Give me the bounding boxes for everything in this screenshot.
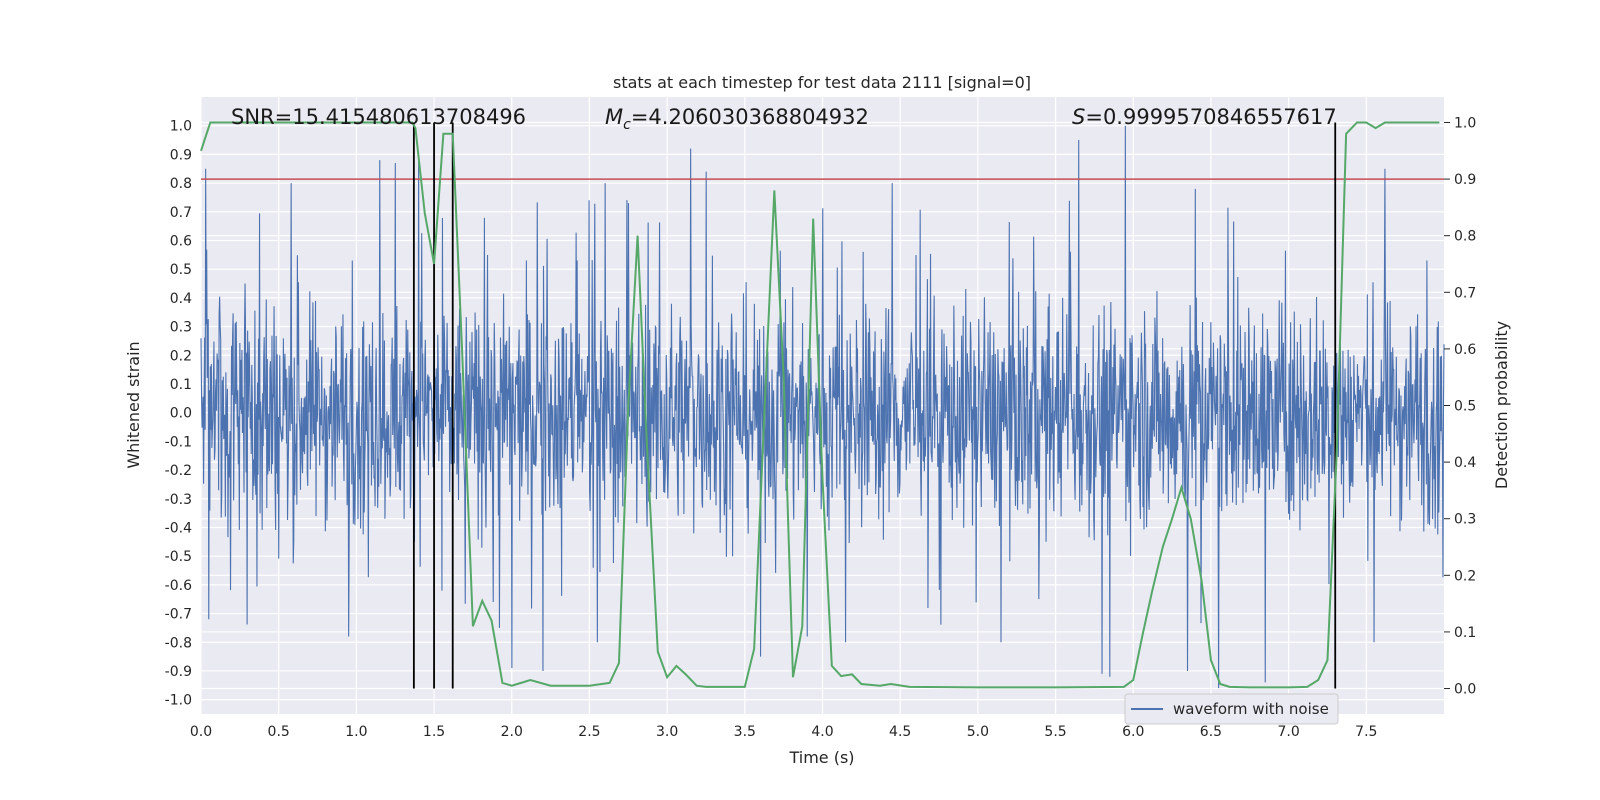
y-tick-label-left: 0.4 (170, 291, 192, 307)
chirp-mass-value: =4.206030368804932 (631, 105, 869, 129)
x-tick-label: 3.0 (656, 724, 678, 740)
x-tick-label: 6.0 (1122, 724, 1144, 740)
waveform-series (200, 125, 1445, 689)
y-tick-label-left: 0.1 (170, 377, 192, 393)
x-tick-label: 0.0 (190, 724, 212, 740)
x-tick-label: 5.5 (1044, 724, 1066, 740)
x-axis-label: Time (s) (788, 748, 854, 767)
y-tick-label-left: 0.7 (170, 205, 192, 221)
x-tick-label: 7.5 (1355, 724, 1377, 740)
chirp-mass-symbol: M (605, 105, 623, 129)
y-tick-label-right: 0.2 (1454, 568, 1476, 584)
y-tick-label-left: -0.7 (165, 607, 192, 623)
y-tick-label-right: 0.5 (1454, 399, 1476, 415)
legend: waveform with noise (1124, 693, 1339, 725)
y-tick-label-right: 0.8 (1454, 229, 1476, 245)
score-value: =0.9999570846557617 (1085, 105, 1336, 129)
x-tick-label: 5.0 (967, 724, 989, 740)
legend-box (1124, 693, 1339, 725)
legend-entry: waveform with noise (1173, 700, 1329, 718)
y-tick-label-right: 0.1 (1454, 625, 1476, 641)
y-tick-label-left: -0.9 (165, 664, 192, 680)
probability-line (200, 121, 1440, 689)
y-tick-label-left: -0.1 (165, 434, 192, 450)
x-tick-label: 3.5 (734, 724, 756, 740)
y-tick-label-left: -0.2 (165, 463, 192, 479)
x-tick-label: 2.5 (578, 724, 600, 740)
x-tick-label: 1.5 (423, 724, 445, 740)
y-tick-label-left: 0.6 (170, 233, 192, 249)
y-tick-label-left: -0.6 (165, 578, 192, 594)
y-tick-label-right: 0.0 (1454, 682, 1476, 698)
score-symbol: S (1072, 105, 1085, 129)
y-tick-label-left: 1.0 (170, 119, 192, 135)
y-tick-label-left: -0.5 (165, 549, 192, 565)
x-tick-label: 1.0 (345, 724, 367, 740)
y-tick-label-left: 0.9 (170, 147, 192, 163)
x-tick-label: 0.5 (268, 724, 290, 740)
vertical-markers (412, 122, 1337, 689)
snr-annotation: SNR=15.415480613708496 (231, 105, 526, 129)
chart-title: stats at each timestep for test data 211… (613, 73, 1031, 92)
y-tick-label-left: -0.8 (165, 635, 192, 651)
tick-labels: 0.0 0.5 1.0 1.5 2.0 2.5 3.0 3.5 4.0 4.5 5.0 5.5 6.0 6… (165, 115, 1477, 740)
y-tick-label-left: 0.2 (170, 348, 192, 364)
chirp-mass-subscript: c (623, 117, 631, 133)
y-tick-label-left: 0.3 (170, 320, 192, 336)
y-tick-label-right: 0.4 (1454, 455, 1476, 471)
y-tick-label-right: 1.0 (1454, 115, 1476, 131)
score-annotation: S=0.9999570846557617 (1072, 105, 1337, 129)
y-tick-label-right: 0.9 (1454, 172, 1476, 188)
chirp-mass-annotation: Mc=4.206030368804932 (605, 105, 869, 133)
y-tick-label-left: 0.5 (170, 262, 192, 278)
y-axis-label-left: Whitened strain (124, 341, 143, 468)
y-tick-label-left: 0.8 (170, 176, 192, 192)
y-axis-label-right: Detection probability (1492, 321, 1511, 489)
y-tick-label-left: -1.0 (165, 693, 192, 709)
waveform-line (200, 125, 1445, 689)
x-tick-label: 4.5 (889, 724, 911, 740)
probability-series (200, 121, 1440, 689)
y-tick-label-right: 0.6 (1454, 342, 1476, 358)
x-tick-label: 6.5 (1200, 724, 1222, 740)
x-tick-label: 2.0 (501, 724, 523, 740)
y-tick-label-left: -0.4 (165, 520, 192, 536)
y-tick-label-right: 0.3 (1454, 512, 1476, 528)
y-tick-label-right: 0.7 (1454, 285, 1476, 301)
x-tick-label: 7.0 (1277, 724, 1299, 740)
y-tick-label-left: -0.3 (165, 492, 192, 508)
x-tick-label: 4.0 (811, 724, 833, 740)
y-tick-label-left: 0.0 (170, 406, 192, 422)
